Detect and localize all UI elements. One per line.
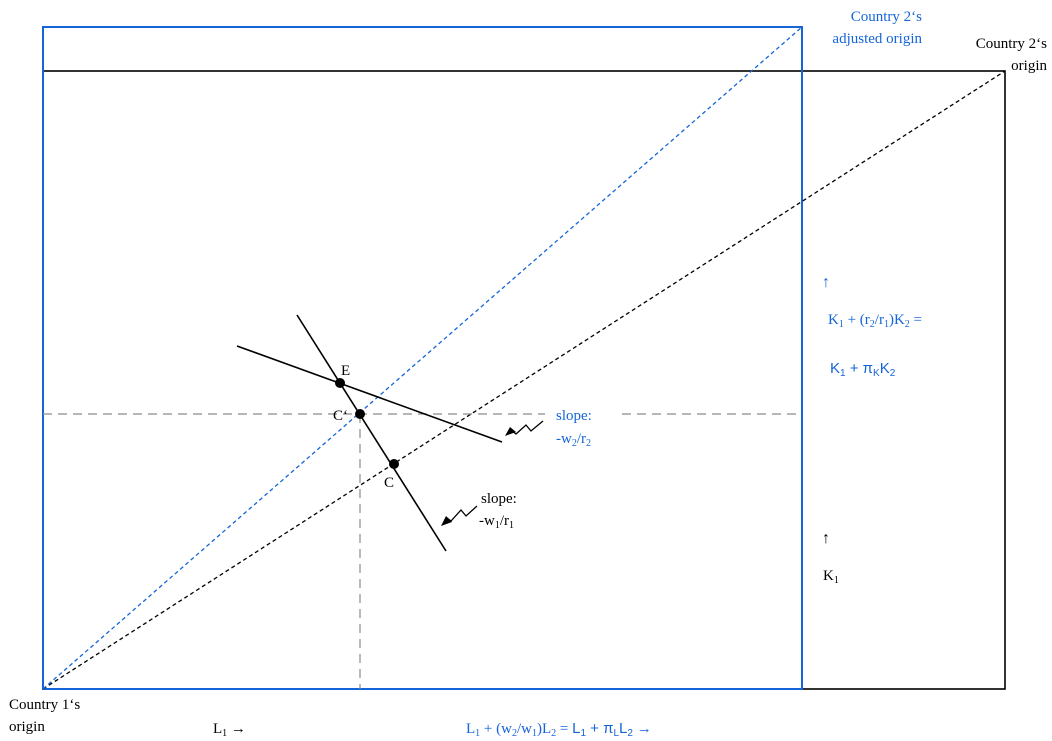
blue-slope-label-line1: slope:	[556, 408, 592, 424]
black-slope-label-line2: -w1/r1	[479, 513, 514, 531]
point-e-label: E	[341, 363, 350, 379]
country1-origin-line1: Country 1‘s	[9, 697, 80, 713]
country2-origin-line1: Country 2‘s	[976, 36, 1047, 52]
black-slope-squiggle-arrow	[446, 505, 478, 522]
k1-arrow-icon: ↑	[822, 530, 830, 547]
blue-diagonal	[42, 26, 803, 690]
country2-origin-line2: origin	[1011, 58, 1047, 74]
effective-capital-pi-label: K1 + πKK2	[830, 360, 896, 379]
l1-label: L1 →	[213, 721, 246, 739]
blue-slope-arrowhead	[505, 427, 516, 436]
point-c-prime-marker	[355, 409, 365, 419]
effective-capital-arrow-icon: ↑	[822, 274, 830, 291]
point-c-prime-label: C‘	[333, 408, 348, 424]
black-slope-arrowhead	[441, 516, 452, 526]
blue-slope-squiggle-arrow	[510, 420, 544, 435]
black-diagonal	[42, 70, 1006, 690]
steep-price-line	[296, 314, 447, 552]
effective-capital-label: K1 + (r2/r1)K2 =	[828, 312, 922, 330]
blue-slope-label-line2: -w2/r2	[556, 431, 591, 449]
k1-label: K1	[823, 568, 839, 586]
point-c-marker	[389, 459, 399, 469]
black-slope-label-line1: slope:	[481, 491, 517, 507]
flat-price-line	[236, 345, 503, 443]
point-e-marker	[335, 378, 345, 388]
country2-adjusted-line1: Country 2‘s	[851, 9, 922, 25]
country1-origin-line2: origin	[9, 719, 45, 735]
point-c-label: C	[384, 475, 394, 491]
adjusted-box	[42, 26, 803, 690]
effective-labor-label: L1 + (w2/w1)L2 = L1 + πLL2 →	[466, 720, 652, 739]
country2-adjusted-line2: adjusted origin	[832, 31, 922, 47]
